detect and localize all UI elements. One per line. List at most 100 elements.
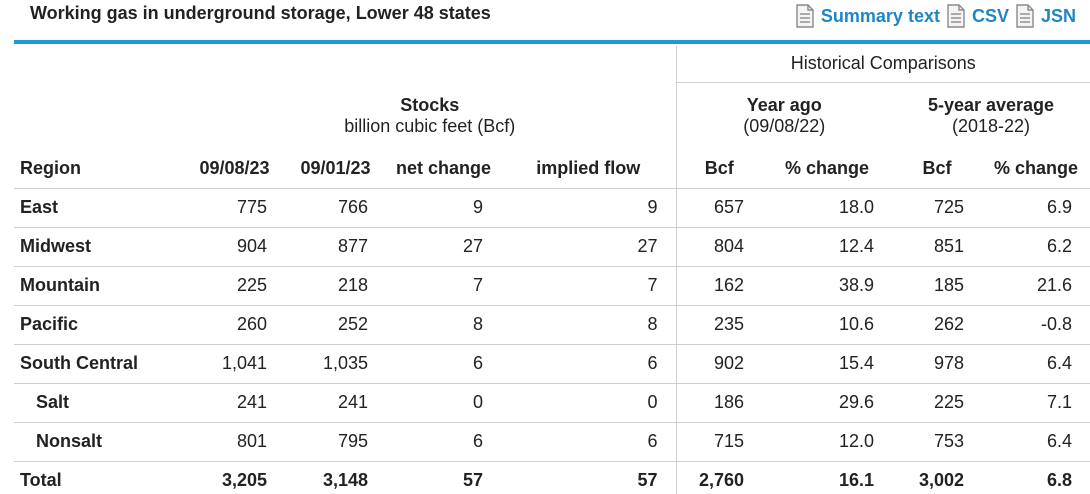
cell-five-year-pct: -0.8: [982, 305, 1090, 345]
col-year-ago-bcf: Bcf: [675, 150, 763, 189]
cell-prior-week: 241: [285, 383, 386, 423]
historical-comparisons-header: Historical Comparisons: [675, 46, 1090, 83]
cell-five-year-pct: 6.2: [982, 227, 1090, 267]
cell-implied-flow: 27: [501, 227, 677, 267]
cell-year-ago-bcf: 657: [675, 188, 763, 228]
five-year-group-header: 5-year average (2018-22): [892, 82, 1090, 150]
cell-net-change: 9: [386, 188, 501, 228]
cell-prior-week: 252: [285, 305, 386, 345]
cell-five-year-bcf: 851: [892, 227, 983, 267]
col-year-ago-pct: % change: [762, 150, 893, 189]
cell-five-year-pct: 21.6: [982, 266, 1090, 306]
cell-net-change: 57: [386, 461, 501, 494]
cell-implied-flow: 6: [501, 422, 677, 462]
cell-year-ago-pct: 16.1: [762, 461, 893, 494]
stocks-unit: billion cubic feet (Bcf): [344, 116, 516, 136]
region-label: South Central: [14, 344, 184, 384]
col-region: Region: [14, 150, 184, 189]
cell-year-ago-bcf: 235: [675, 305, 763, 345]
table-row: Pacific 260 252 8 8 235 10.6 262 -0.8: [14, 305, 1090, 345]
cell-year-ago-bcf: 162: [675, 266, 763, 306]
cell-net-change: 6: [386, 422, 501, 462]
cell-year-ago-pct: 29.6: [762, 383, 893, 423]
cell-net-change: 8: [386, 305, 501, 345]
cell-five-year-pct: 6.9: [982, 188, 1090, 228]
cell-five-year-bcf: 725: [892, 188, 983, 228]
col-prior-week: 09/01/23: [285, 150, 386, 189]
cell-five-year-pct: 6.4: [982, 344, 1090, 384]
col-five-year-pct: % change: [982, 150, 1090, 189]
cell-year-ago-bcf: 902: [675, 344, 763, 384]
cell-year-ago-pct: 15.4: [762, 344, 893, 384]
region-label: East: [14, 188, 184, 228]
five-year-range: (2018-22): [952, 116, 1031, 137]
document-icon: [796, 4, 814, 28]
summary-text-link[interactable]: Summary text: [795, 4, 940, 28]
col-current-week: 09/08/23: [184, 150, 285, 189]
total-row: Total 3,205 3,148 57 57 2,760 16.1 3,002…: [14, 461, 1090, 494]
cell-five-year-pct: 7.1: [982, 383, 1090, 423]
cell-five-year-bcf: 753: [892, 422, 983, 462]
cell-prior-week: 766: [285, 188, 386, 228]
cell-current-week: 775: [184, 188, 285, 228]
cell-year-ago-pct: 38.9: [762, 266, 893, 306]
cell-implied-flow: 0: [501, 383, 677, 423]
table-row: Nonsalt 801 795 6 6 715 12.0 753 6.4: [14, 422, 1090, 462]
cell-five-year-pct: 6.4: [982, 422, 1090, 462]
cell-implied-flow: 6: [501, 344, 677, 384]
stocks-group-header: Stocks billion cubic feet (Bcf): [184, 82, 676, 150]
cell-net-change: 7: [386, 266, 501, 306]
cell-five-year-bcf: 3,002: [892, 461, 983, 494]
region-label: Nonsalt: [14, 422, 184, 462]
cell-net-change: 6: [386, 344, 501, 384]
cell-year-ago-pct: 18.0: [762, 188, 893, 228]
jsn-label: JSN: [1040, 5, 1076, 26]
storage-table: Historical Comparisons Stocks billion cu…: [14, 46, 1090, 494]
csv-link[interactable]: CSV: [946, 4, 1009, 28]
table-row: Mountain 225 218 7 7 162 38.9 185 21.6: [14, 266, 1090, 306]
page-title: Working gas in underground storage, Lowe…: [30, 3, 491, 23]
year-ago-date: (09/08/22): [743, 116, 826, 137]
cell-prior-week: 1,035: [285, 344, 386, 384]
table-row: Salt 241 241 0 0 186 29.6 225 7.1: [14, 383, 1090, 423]
cell-year-ago-bcf: 715: [675, 422, 763, 462]
region-label: Midwest: [14, 227, 184, 267]
csv-label: CSV: [971, 5, 1009, 26]
region-label: Total: [14, 461, 184, 494]
cell-year-ago-bcf: 186: [675, 383, 763, 423]
cell-implied-flow: 7: [501, 266, 677, 306]
cell-five-year-pct: 6.8: [982, 461, 1090, 494]
year-ago-group-header: Year ago (09/08/22): [675, 82, 893, 150]
cell-prior-week: 218: [285, 266, 386, 306]
cell-current-week: 225: [184, 266, 285, 306]
cell-year-ago-bcf: 804: [675, 227, 763, 267]
cell-current-week: 260: [184, 305, 285, 345]
table-row: Midwest 904 877 27 27 804 12.4 851 6.2: [14, 227, 1090, 267]
cell-prior-week: 877: [285, 227, 386, 267]
col-net-change: net change: [386, 150, 501, 189]
region-label: Salt: [14, 383, 184, 423]
five-year-title: 5-year average: [927, 95, 1055, 116]
cell-current-week: 801: [184, 422, 285, 462]
cell-five-year-bcf: 225: [892, 383, 983, 423]
cell-prior-week: 795: [285, 422, 386, 462]
region-label: Pacific: [14, 305, 184, 345]
cell-current-week: 1,041: [184, 344, 285, 384]
document-icon: [1016, 4, 1034, 28]
cell-year-ago-bcf: 2,760: [675, 461, 763, 494]
cell-current-week: 904: [184, 227, 285, 267]
cell-implied-flow: 8: [501, 305, 677, 345]
cell-current-week: 3,205: [184, 461, 285, 494]
region-label: Mountain: [14, 266, 184, 306]
header-rule: [14, 40, 1090, 44]
cell-year-ago-pct: 12.4: [762, 227, 893, 267]
jsn-link[interactable]: JSN: [1015, 4, 1076, 28]
stocks-title: Stocks: [400, 95, 460, 115]
col-implied-flow: implied flow: [501, 150, 677, 189]
cell-net-change: 0: [386, 383, 501, 423]
cell-year-ago-pct: 10.6: [762, 305, 893, 345]
cell-implied-flow: 57: [501, 461, 677, 494]
document-icon: [947, 4, 965, 28]
cell-implied-flow: 9: [501, 188, 677, 228]
cell-prior-week: 3,148: [285, 461, 386, 494]
